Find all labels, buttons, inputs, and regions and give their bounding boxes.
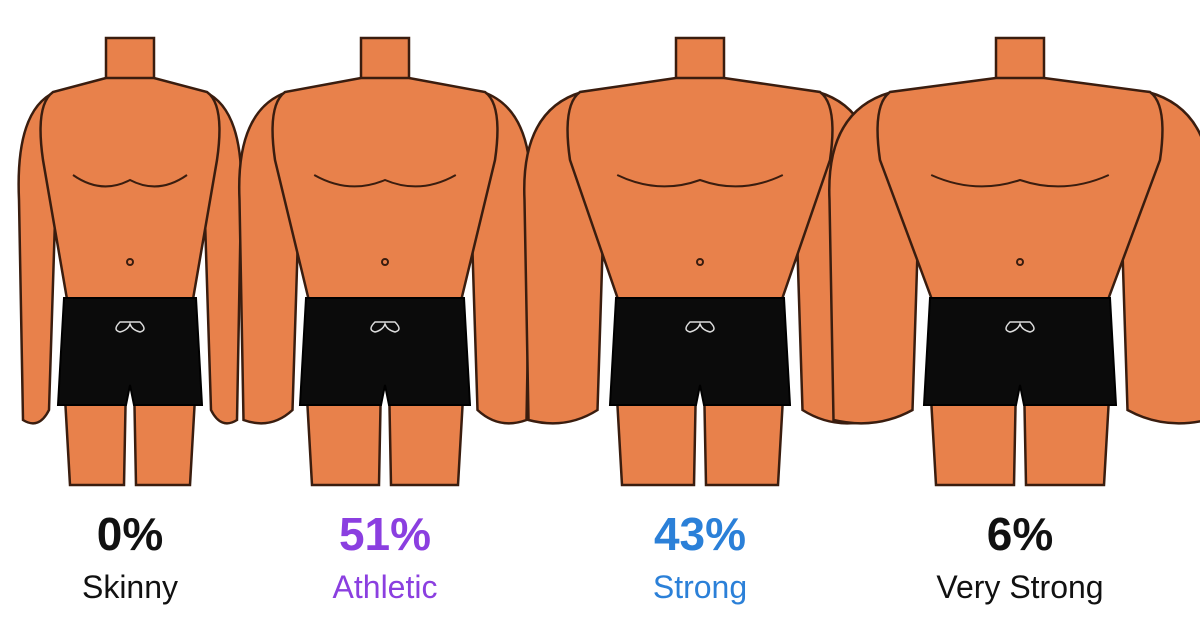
navel [1016, 258, 1024, 266]
percentage-label: 51% [339, 508, 431, 560]
percentage-label: 0% [97, 508, 163, 560]
percentage-label: 43% [654, 508, 746, 560]
shorts [922, 297, 1118, 406]
category-label: Skinny [82, 569, 178, 605]
shorts [608, 297, 792, 406]
percentage-label: 6% [987, 508, 1053, 560]
shorts [298, 297, 472, 406]
category-label: Athletic [333, 569, 438, 605]
drawstring [115, 321, 145, 333]
drawstring [1005, 321, 1035, 333]
chest-line [930, 174, 1110, 188]
chest-line [313, 174, 457, 188]
drawstring [370, 321, 400, 333]
drawstring [685, 321, 715, 333]
torso [876, 76, 1164, 307]
torso [566, 76, 834, 307]
figure [17, 36, 243, 487]
category-label: Strong [653, 569, 747, 605]
category-label: Very Strong [936, 569, 1103, 605]
torso [39, 76, 221, 307]
chest-line [72, 174, 188, 188]
figure [828, 36, 1200, 487]
navel [126, 258, 134, 266]
torso [271, 76, 499, 307]
navel [696, 258, 704, 266]
figure [523, 36, 877, 487]
figure [237, 36, 533, 487]
chest-line [616, 174, 784, 188]
navel [381, 258, 389, 266]
shorts [56, 297, 204, 406]
